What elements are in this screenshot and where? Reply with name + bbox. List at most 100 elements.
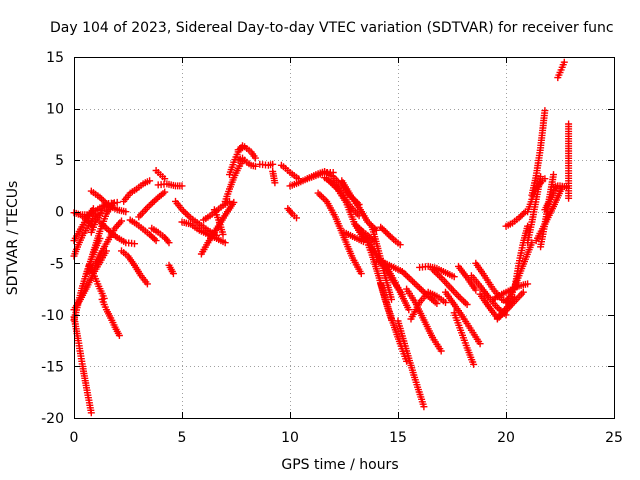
series-arc-33 [269,168,279,187]
data-point [151,235,158,243]
data-point [115,332,123,339]
data-point [383,229,391,237]
data-point [537,173,545,181]
x-tick-label: 5 [178,430,187,446]
data-point [161,175,169,183]
y-axis-label: SDTVAR / TECUs [5,181,21,296]
series-arc-49 [379,257,413,314]
series-arc-17 [126,216,160,245]
series-arc-14 [96,218,138,248]
series-arc-50 [377,280,411,365]
data-point [269,160,277,168]
data-point [524,280,532,288]
series-arc-32 [256,160,277,169]
data-point [433,300,441,307]
data-point [146,230,154,238]
series-arc-15 [118,247,151,288]
series-arc-31 [234,143,259,162]
data-point [316,191,324,199]
data-point [385,231,393,239]
series-arc-21 [165,261,177,278]
data-point [472,286,480,294]
data-point [405,306,413,314]
series-arc-74 [554,58,568,82]
data-point [146,177,154,185]
y-tick-label: -10 [41,308,64,324]
series-arc-12 [87,187,130,216]
series-arc-38 [314,189,365,278]
x-tick-label: 25 [605,430,623,446]
data-point [380,226,388,234]
series-arc-56 [429,266,471,308]
x-tick-label: 0 [70,430,79,446]
data-point [377,223,385,231]
data-point [550,171,557,179]
data-point [560,58,568,66]
series-arc-22 [152,167,169,183]
series-arc-64 [493,288,527,323]
y-tick-label: -5 [50,256,64,272]
data-point [169,270,177,278]
y-tick-label: 0 [55,205,64,221]
series-arc-59 [455,262,480,294]
series-arc-57 [450,309,478,368]
data-point [230,198,238,206]
data-points [70,58,573,417]
series-arc-58 [442,288,484,348]
data-point [388,234,396,242]
plot-frame [74,57,615,419]
series-arc-30 [234,154,259,170]
data-point [565,194,573,202]
data-point [271,179,279,187]
data-point [314,189,322,197]
data-point [517,212,525,220]
data-point [410,279,418,287]
data-point [221,239,229,247]
series-arc-42 [340,228,367,246]
x-tick-label: 20 [497,430,515,446]
series-arc-69 [524,173,545,247]
series-arc-76 [565,120,573,202]
y-tick-label: -15 [41,359,64,375]
data-point [351,220,359,228]
data-point [520,209,528,217]
data-point [541,107,549,115]
data-point [251,162,259,170]
data-point [442,299,449,306]
series-arc-13 [98,295,123,339]
y-axis-tick-labels: -20 -15 -10 -5 0 5 10 15 [41,50,64,427]
data-point [183,211,191,219]
data-point [147,200,155,208]
y-tick-label: -20 [41,411,64,427]
data-point [382,228,390,236]
data-point [87,409,95,417]
data-point [461,299,469,307]
x-axis-label: GPS time / hours [281,457,398,473]
data-point [122,208,130,216]
series-arc-20 [154,180,186,190]
series-arc-27 [210,206,227,238]
axis-ticks [74,57,615,419]
data-point [152,237,160,245]
data-point [450,273,458,281]
data-point [178,182,186,190]
data-point [518,211,526,219]
series-arc-35 [284,205,300,222]
y-tick-label: 10 [46,102,64,118]
data-point [476,340,484,348]
data-point [118,217,125,225]
data-point [165,239,173,247]
x-tick-label: 15 [389,430,407,446]
data-point [219,230,227,238]
series-arc-19 [148,224,173,247]
chart-title: Day 104 of 2023, Sidereal Day-to-day VTE… [50,20,614,36]
data-point [515,214,523,222]
series-arc-54 [407,288,449,323]
series-arc-48 [377,223,404,249]
data-point [131,240,138,248]
series-arc-51 [394,317,428,411]
series-arc-34 [277,161,303,183]
data-point [357,270,365,278]
data-point [143,280,151,288]
